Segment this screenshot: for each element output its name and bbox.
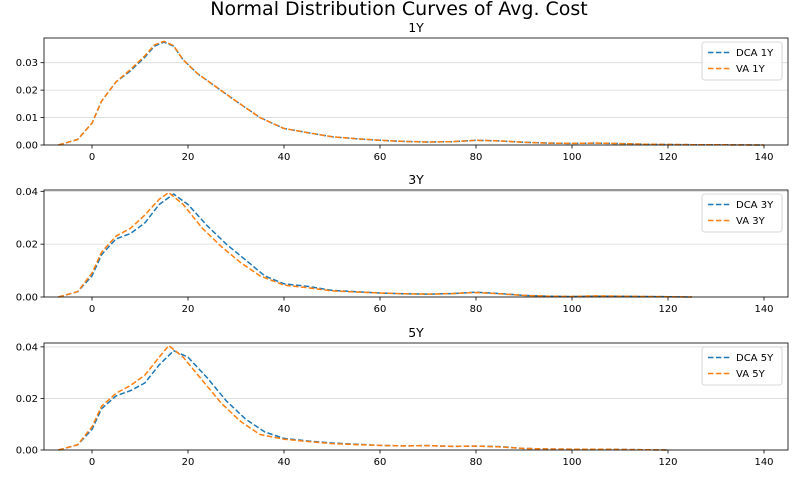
legend-box bbox=[701, 41, 783, 81]
y-tick-label: 0.00 bbox=[16, 293, 38, 304]
legend: DCA 1Y VA 1Y bbox=[701, 41, 783, 81]
y-tick-label: 0.04 bbox=[16, 342, 38, 353]
legend-label: VA 3Y bbox=[736, 216, 766, 227]
legend: DCA 3Y VA 3Y bbox=[701, 193, 783, 233]
chart-panel: 1Y 0.00 0.01 0.02 0.03 0 20 40 60 80 100 120 140 DCA … bbox=[16, 20, 789, 163]
x-tick-label: 100 bbox=[562, 457, 581, 468]
x-tick-label: 80 bbox=[470, 457, 483, 468]
series-line-dca-5y bbox=[58, 349, 669, 451]
y-tick-label: 0.02 bbox=[16, 86, 38, 97]
y-tick-label: 0.03 bbox=[16, 58, 38, 69]
chart-title: Normal Distribution Curves of Avg. Cost bbox=[210, 0, 588, 20]
x-tick-label: 80 bbox=[470, 304, 483, 315]
series-line-va-3y bbox=[58, 191, 693, 298]
y-tick-label: 0.01 bbox=[16, 113, 38, 124]
x-tick-label: 100 bbox=[562, 304, 581, 315]
y-tick-label: 0.02 bbox=[16, 240, 38, 251]
x-tick-label: 60 bbox=[374, 152, 387, 163]
legend-label: VA 1Y bbox=[736, 64, 766, 75]
x-tick-label: 20 bbox=[182, 152, 195, 163]
series-line-dca-1y bbox=[58, 41, 765, 146]
legend-label: DCA 5Y bbox=[736, 353, 774, 364]
x-tick-label: 0 bbox=[89, 304, 95, 315]
panel-title: 1Y bbox=[408, 20, 424, 35]
chart-panel: 5Y 0.00 0.02 0.04 0 20 40 60 80 100 120 140 DCA 5Y VA… bbox=[16, 325, 789, 468]
legend-box bbox=[701, 193, 783, 233]
chart-panel: 3Y 0.00 0.02 0.04 0 20 40 60 80 100 120 140 DCA 3Y VA… bbox=[16, 172, 789, 315]
legend-box bbox=[701, 346, 783, 386]
x-tick-label: 40 bbox=[278, 152, 291, 163]
x-tick-label: 140 bbox=[754, 152, 773, 163]
panel-title: 3Y bbox=[408, 172, 424, 187]
panel-title: 5Y bbox=[408, 325, 424, 340]
x-tick-label: 40 bbox=[278, 457, 291, 468]
x-tick-label: 20 bbox=[182, 304, 195, 315]
x-tick-label: 60 bbox=[374, 304, 387, 315]
series-line-dca-3y bbox=[58, 193, 693, 298]
legend-label: DCA 3Y bbox=[736, 200, 774, 211]
y-tick-label: 0.00 bbox=[16, 446, 38, 457]
legend-label: DCA 1Y bbox=[736, 48, 774, 59]
x-tick-label: 40 bbox=[278, 304, 291, 315]
chart-panels: 1Y 0.00 0.01 0.02 0.03 0 20 40 60 80 100 120 140 DCA … bbox=[16, 20, 789, 468]
axes-frame bbox=[43, 37, 789, 146]
x-tick-label: 140 bbox=[754, 304, 773, 315]
series-line-va-5y bbox=[58, 344, 669, 451]
axes-frame bbox=[43, 189, 789, 298]
x-tick-label: 120 bbox=[658, 152, 677, 163]
x-tick-label: 120 bbox=[658, 457, 677, 468]
legend-label: VA 5Y bbox=[736, 369, 766, 380]
x-tick-label: 20 bbox=[182, 457, 195, 468]
legend: DCA 5Y VA 5Y bbox=[701, 346, 783, 386]
y-tick-label: 0.02 bbox=[16, 394, 38, 405]
y-tick-label: 0.04 bbox=[16, 187, 38, 198]
x-tick-label: 100 bbox=[562, 152, 581, 163]
x-tick-label: 0 bbox=[89, 457, 95, 468]
x-tick-label: 80 bbox=[470, 152, 483, 163]
y-tick-label: 0.00 bbox=[16, 141, 38, 152]
x-tick-label: 60 bbox=[374, 457, 387, 468]
x-tick-label: 140 bbox=[754, 457, 773, 468]
x-tick-label: 0 bbox=[89, 152, 95, 163]
x-tick-label: 120 bbox=[658, 304, 677, 315]
series-line-va-1y bbox=[58, 40, 765, 146]
axes-frame bbox=[43, 342, 789, 451]
